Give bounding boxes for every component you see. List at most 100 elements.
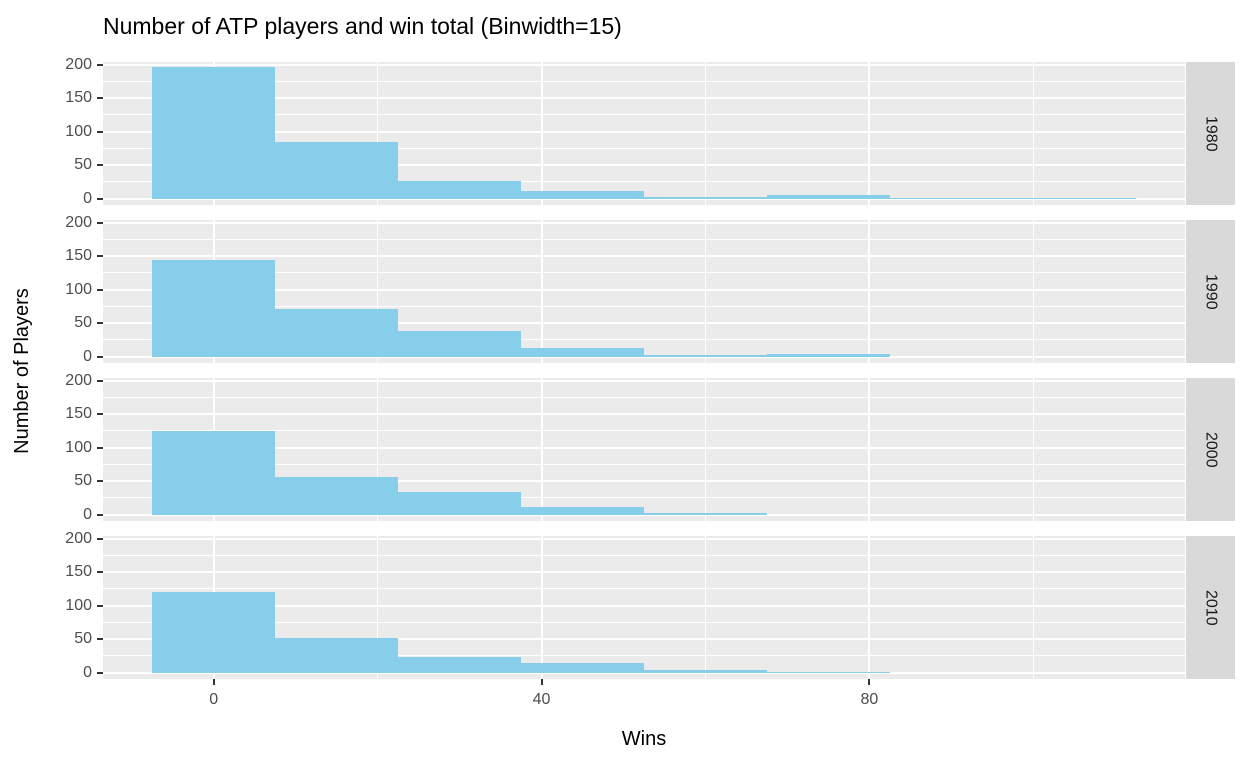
y-tick-label: 200 xyxy=(65,529,92,547)
histogram-bar xyxy=(398,180,522,199)
gridline-minor-horizontal xyxy=(103,339,1185,341)
y-axis-tick-mark xyxy=(97,97,103,100)
gridline-minor-vertical xyxy=(377,378,379,521)
gridline-minor-vertical xyxy=(1032,378,1034,521)
histogram-bar xyxy=(766,671,890,673)
gridline-major-vertical xyxy=(868,220,871,363)
gridline-major-vertical xyxy=(868,62,871,205)
histogram-bar xyxy=(152,260,276,357)
facet-strip-label: 2000 xyxy=(1202,431,1220,468)
gridline-minor-vertical xyxy=(377,220,379,363)
facet-strip-1990: 1990 xyxy=(1186,220,1235,363)
y-tick-label: 100 xyxy=(65,438,92,456)
histogram-bar xyxy=(644,196,767,199)
y-axis-tick-mark xyxy=(97,355,103,358)
gridline-major-vertical xyxy=(540,62,543,205)
histogram-bar xyxy=(889,197,1013,199)
y-tick-label: 200 xyxy=(65,371,92,389)
gridline-minor-vertical xyxy=(704,220,706,363)
histogram-bar xyxy=(275,637,399,673)
gridline-major-vertical xyxy=(540,378,543,521)
y-axis-tick-mark xyxy=(97,197,103,200)
gridline-major-horizontal xyxy=(103,97,1185,100)
gridline-minor-vertical xyxy=(704,536,706,679)
gridline-major-horizontal xyxy=(103,446,1185,449)
y-tick-label: 100 xyxy=(65,596,92,614)
x-axis-title: Wins xyxy=(621,728,667,750)
histogram-bar xyxy=(398,331,522,357)
gridline-minor-vertical xyxy=(377,536,379,679)
gridline-minor-horizontal xyxy=(103,655,1185,657)
histogram-bar xyxy=(766,195,890,199)
x-axis-tick-mark xyxy=(868,679,871,685)
gridline-major-horizontal xyxy=(103,413,1185,416)
gridline-minor-horizontal xyxy=(103,305,1185,307)
histogram-bar xyxy=(152,592,276,673)
y-axis-title: Number of Players xyxy=(11,288,33,454)
histogram-bar xyxy=(152,66,276,199)
gridline-minor-vertical xyxy=(1032,220,1034,363)
facet-strip-2000: 2000 xyxy=(1186,378,1235,521)
histogram-bar xyxy=(521,507,644,515)
y-axis-tick-mark xyxy=(97,255,103,258)
y-tick-label: 0 xyxy=(83,189,92,207)
y-tick-label: 50 xyxy=(74,472,92,490)
gridline-minor-horizontal xyxy=(103,430,1185,432)
facet-strip-label: 1980 xyxy=(1202,115,1220,152)
gridline-minor-horizontal xyxy=(103,396,1185,398)
gridline-major-horizontal xyxy=(103,164,1185,167)
facet-panel-1980 xyxy=(103,62,1185,205)
y-axis-tick-mark xyxy=(97,671,103,674)
y-axis-tick-mark xyxy=(97,638,103,641)
gridline-major-vertical xyxy=(868,378,871,521)
histogram-bar xyxy=(521,348,644,357)
y-axis-tick-mark xyxy=(97,571,103,574)
gridline-major-horizontal xyxy=(103,63,1185,66)
gridline-major-horizontal xyxy=(103,130,1185,133)
y-axis-tick-mark xyxy=(97,446,103,449)
gridline-major-vertical xyxy=(868,536,871,679)
y-axis-tick-mark xyxy=(97,537,103,540)
facet-strip-label: 2010 xyxy=(1202,589,1220,626)
gridline-major-horizontal xyxy=(103,480,1185,483)
histogram-bar xyxy=(398,656,522,673)
x-axis-tick-mark xyxy=(540,679,543,685)
facet-strip-1980: 1980 xyxy=(1186,62,1235,205)
y-tick-label: 50 xyxy=(74,314,92,332)
y-axis-tick-mark xyxy=(97,513,103,516)
x-axis-tick-mark xyxy=(212,679,215,685)
y-axis-tick-mark xyxy=(97,379,103,382)
y-axis-tick-mark xyxy=(97,480,103,483)
facet-strip-2010: 2010 xyxy=(1186,536,1235,679)
gridline-major-horizontal xyxy=(103,638,1185,641)
histogram-bar xyxy=(521,190,644,199)
histogram-bar xyxy=(644,512,767,515)
gridline-minor-horizontal xyxy=(103,272,1185,274)
y-tick-label: 0 xyxy=(83,505,92,523)
gridline-major-horizontal xyxy=(103,322,1185,325)
y-tick-label: 100 xyxy=(65,280,92,298)
gridline-minor-horizontal xyxy=(103,554,1185,556)
gridline-minor-horizontal xyxy=(103,621,1185,623)
gridline-minor-vertical xyxy=(377,62,379,205)
y-axis-tick-mark xyxy=(97,221,103,224)
histogram-bar xyxy=(275,141,399,199)
y-tick-label: 150 xyxy=(65,405,92,423)
y-tick-label: 0 xyxy=(83,663,92,681)
y-tick-label: 150 xyxy=(65,89,92,107)
chart-title: Number of ATP players and win total (Bin… xyxy=(103,13,622,39)
gridline-minor-horizontal xyxy=(103,497,1185,499)
y-tick-label: 100 xyxy=(65,122,92,140)
y-axis-tick-mark xyxy=(97,288,103,291)
gridline-major-horizontal xyxy=(103,255,1185,258)
y-tick-label: 200 xyxy=(65,213,92,231)
y-axis-tick-mark xyxy=(97,604,103,607)
gridline-minor-horizontal xyxy=(103,114,1185,116)
histogram-bar xyxy=(152,430,276,515)
histogram-bar xyxy=(398,491,522,515)
y-tick-label: 50 xyxy=(74,156,92,174)
gridline-minor-horizontal xyxy=(103,181,1185,183)
gridline-minor-horizontal xyxy=(103,80,1185,82)
gridline-major-horizontal xyxy=(103,571,1185,574)
